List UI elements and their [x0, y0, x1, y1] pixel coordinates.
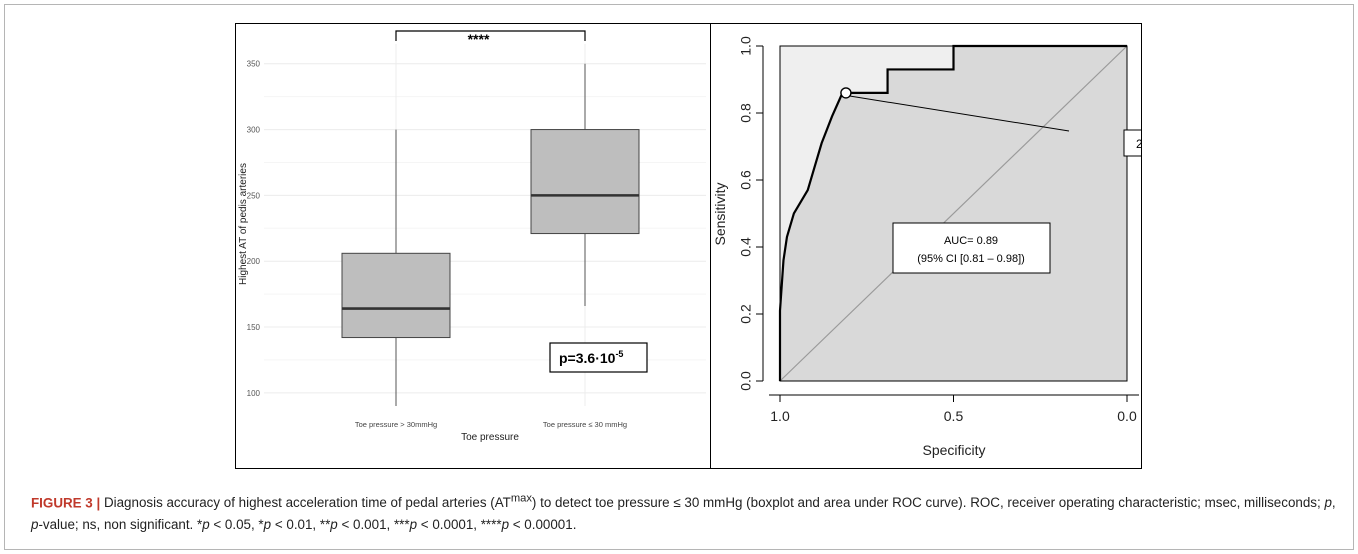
optimal-point-label-box — [1123, 129, 1141, 157]
x-tick-label: Toe pressure > 30mmHg — [355, 420, 437, 429]
y-tick-label: 0.6 — [738, 170, 754, 190]
y-tick-label: 250 — [247, 191, 261, 200]
y-tick-label: 0.0 — [738, 371, 754, 391]
y-tick-label: 0.4 — [738, 237, 754, 257]
x-axis-label: Specificity — [922, 442, 985, 458]
x-tick-label: Toe pressure ≤ 30 mmHg — [543, 420, 627, 429]
figure-frame: 100 150 200 250 300 350 Toe pressure > 30mmHg T… — [4, 4, 1354, 550]
significance-bracket — [395, 30, 586, 41]
x-tick-label: 0.0 — [1117, 408, 1137, 424]
box-iqr — [530, 129, 640, 235]
panel-divider — [710, 24, 711, 468]
optimal-point-label: 215 msec — [1136, 137, 1141, 151]
y-tick-label: 100 — [247, 389, 261, 398]
p-value-label: p=3.6·10-5 — [559, 349, 623, 366]
optimal-point-marker — [840, 87, 852, 99]
p-value-box — [549, 342, 648, 373]
y-tick-label: 300 — [247, 126, 261, 135]
y-tick-label: 0.8 — [738, 103, 754, 123]
y-tick-label: 1.0 — [738, 36, 754, 56]
auc-box — [892, 222, 1051, 274]
boxplot-chart: 100 150 200 250 300 350 Toe pressure > 30mmHg T… — [238, 30, 706, 443]
y-axis-label: Highest AT of pedis arteries — [238, 163, 249, 285]
caption-text: Diagnosis accuracy of highest accelerati… — [31, 493, 1336, 533]
x-axis-label: Toe pressure — [461, 432, 519, 443]
y-tick-label: 0.2 — [738, 304, 754, 324]
auc-label: AUC= 0.89 — [944, 235, 998, 247]
figure-caption: FIGURE 3 | Diagnosis accuracy of highest… — [31, 488, 1341, 536]
diagonal-reference-line — [779, 45, 1128, 382]
roc-chart: 0.0 0.2 0.4 0.6 0.8 1.0 1.0 0.5 0.0 Specificity Se… — [712, 36, 1141, 458]
box-iqr — [341, 252, 451, 339]
y-tick-label: 200 — [247, 257, 261, 266]
roc-curve-line — [778, 44, 1127, 381]
p-value-annotation: p=3.6·10-5 — [549, 342, 648, 373]
significance-stars: **** — [468, 31, 490, 47]
y-tick-label: 350 — [247, 60, 261, 69]
x-tick-label: 0.5 — [944, 408, 964, 424]
auc-ci-label: (95% CI [0.81 – 0.98]) — [917, 253, 1025, 265]
caption-label: FIGURE 3 | — [31, 495, 101, 511]
x-tick-label: 1.0 — [770, 408, 790, 424]
optimal-point-leader — [848, 95, 1070, 132]
y-axis-label: Sensitivity — [712, 182, 728, 245]
figure-panel: 100 150 200 250 300 350 Toe pressure > 30mmHg T… — [235, 23, 1142, 469]
y-tick-label: 150 — [247, 323, 261, 332]
